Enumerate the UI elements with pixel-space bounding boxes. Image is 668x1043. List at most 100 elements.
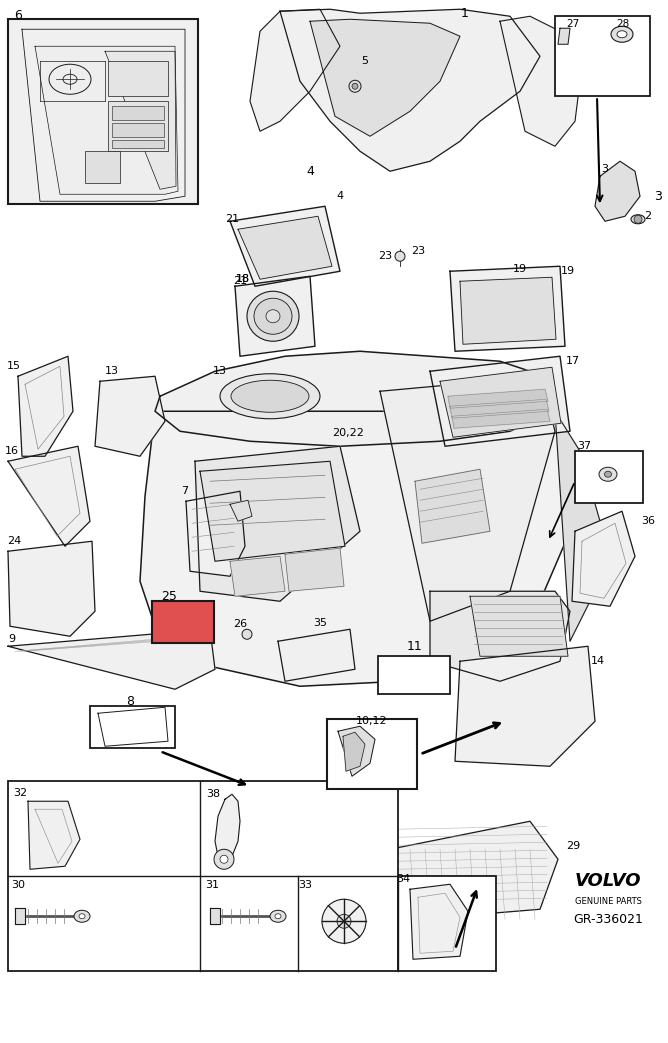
Circle shape [337, 915, 351, 928]
Polygon shape [105, 51, 176, 189]
Ellipse shape [220, 373, 320, 418]
Ellipse shape [605, 471, 611, 478]
Polygon shape [235, 276, 315, 357]
Bar [575, 452, 643, 504]
Polygon shape [8, 446, 90, 547]
Polygon shape [558, 28, 570, 44]
Text: 35: 35 [313, 618, 327, 628]
Ellipse shape [275, 914, 281, 919]
Text: 2: 2 [645, 212, 651, 221]
Circle shape [220, 855, 228, 864]
Polygon shape [572, 511, 635, 606]
Text: 5: 5 [361, 56, 369, 67]
Circle shape [634, 215, 642, 223]
Polygon shape [338, 726, 375, 776]
Polygon shape [230, 501, 252, 522]
Ellipse shape [231, 381, 309, 412]
Text: 30: 30 [11, 880, 25, 891]
Text: VOLVO: VOLVO [574, 872, 641, 891]
Text: 20,22: 20,22 [332, 429, 364, 438]
Polygon shape [555, 411, 600, 641]
Polygon shape [280, 9, 540, 171]
Bar [152, 601, 214, 644]
Text: 9: 9 [9, 634, 15, 645]
Polygon shape [8, 541, 95, 636]
Circle shape [242, 629, 252, 639]
Ellipse shape [617, 30, 627, 38]
Polygon shape [98, 707, 168, 746]
Text: 19: 19 [513, 264, 527, 274]
Bar [8, 781, 398, 971]
Polygon shape [450, 399, 549, 418]
Text: 21: 21 [233, 276, 247, 286]
Text: 23: 23 [378, 251, 392, 261]
Bar [90, 706, 175, 748]
Polygon shape [215, 795, 240, 862]
Text: 3: 3 [654, 190, 662, 202]
Text: VOLVO - 9192794    N - 25: VOLVO - 9192794 N - 25 [198, 1002, 470, 1023]
Bar [112, 106, 164, 120]
Polygon shape [470, 597, 568, 656]
Bar [398, 876, 496, 971]
Text: 8: 8 [126, 695, 134, 708]
Polygon shape [380, 382, 555, 622]
Polygon shape [278, 629, 355, 681]
Text: 28: 28 [617, 19, 630, 29]
Polygon shape [200, 461, 345, 561]
Text: 31: 31 [205, 880, 219, 891]
Polygon shape [15, 908, 25, 924]
Polygon shape [22, 29, 185, 201]
Text: 21: 21 [225, 214, 239, 224]
Text: 23: 23 [411, 246, 425, 257]
Text: 37: 37 [577, 441, 591, 452]
Bar [327, 720, 417, 790]
Polygon shape [310, 19, 460, 137]
Polygon shape [95, 377, 165, 456]
Polygon shape [35, 46, 178, 194]
Text: 13: 13 [105, 366, 119, 377]
Polygon shape [230, 556, 285, 597]
Text: 6: 6 [14, 8, 22, 22]
Circle shape [395, 251, 405, 261]
Text: 24: 24 [7, 536, 21, 547]
Text: 33: 33 [298, 880, 312, 891]
Polygon shape [18, 357, 73, 456]
Polygon shape [390, 821, 558, 921]
Text: 25: 25 [161, 589, 177, 603]
Text: 18: 18 [236, 274, 250, 285]
Text: GR-336021: GR-336021 [573, 913, 643, 926]
Bar [112, 140, 164, 148]
Polygon shape [28, 801, 80, 869]
Polygon shape [140, 411, 575, 686]
Text: 4: 4 [337, 191, 343, 201]
Polygon shape [460, 277, 556, 344]
Polygon shape [440, 367, 561, 437]
Polygon shape [155, 351, 555, 446]
Text: 18: 18 [236, 274, 250, 285]
Polygon shape [415, 469, 490, 543]
Circle shape [349, 80, 361, 92]
Text: 10,12: 10,12 [356, 717, 388, 726]
Text: 32: 32 [13, 789, 27, 798]
Ellipse shape [611, 26, 633, 43]
Bar [112, 123, 164, 138]
Text: 29: 29 [566, 842, 580, 851]
Polygon shape [448, 389, 548, 408]
Text: 13: 13 [213, 366, 227, 377]
Polygon shape [210, 908, 220, 924]
Circle shape [214, 849, 234, 869]
Text: 11: 11 [407, 639, 423, 653]
Polygon shape [343, 732, 365, 771]
Bar [85, 151, 120, 184]
Polygon shape [455, 647, 595, 767]
Bar [8, 19, 198, 204]
Ellipse shape [266, 310, 280, 322]
Polygon shape [238, 216, 332, 280]
Polygon shape [8, 629, 215, 689]
Text: 27: 27 [566, 19, 580, 29]
Ellipse shape [247, 291, 299, 341]
Polygon shape [595, 162, 640, 221]
Polygon shape [500, 17, 580, 146]
Text: 14: 14 [591, 656, 605, 666]
Text: 3: 3 [601, 164, 609, 174]
